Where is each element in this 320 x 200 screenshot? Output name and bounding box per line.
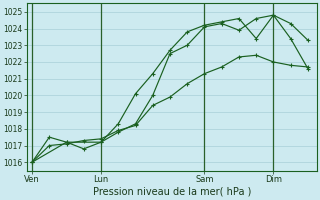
- X-axis label: Pression niveau de la mer( hPa ): Pression niveau de la mer( hPa ): [92, 187, 251, 197]
